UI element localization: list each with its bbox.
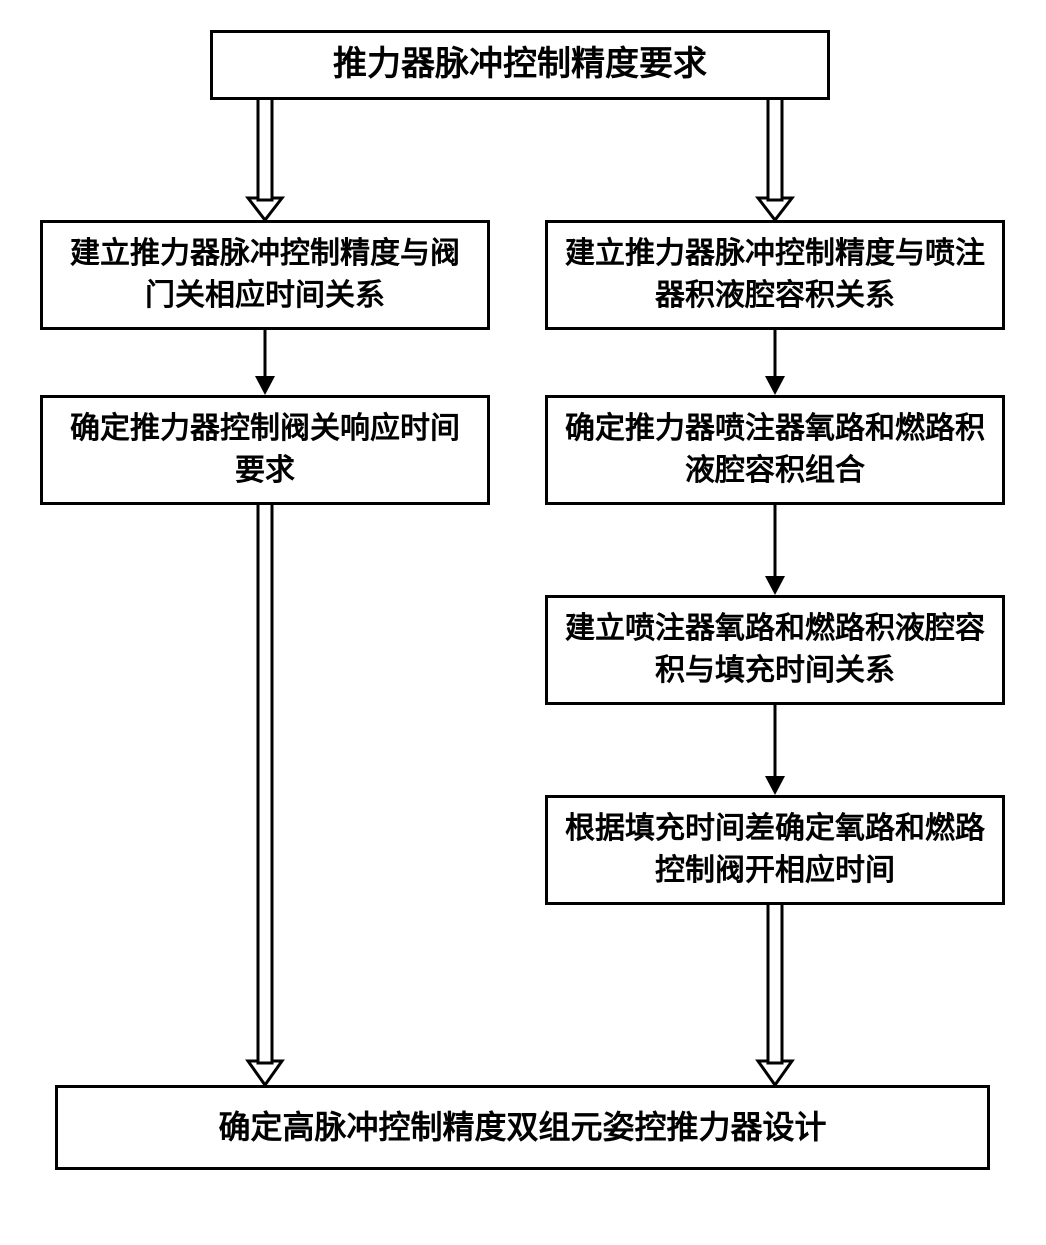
node-top-text: 推力器脉冲控制精度要求 bbox=[333, 41, 707, 89]
node-right4-text: 根据填充时间差确定氧路和燃路控制阀开相应时间 bbox=[564, 808, 986, 892]
arrow-top-right1 bbox=[758, 100, 792, 220]
node-left1: 建立推力器脉冲控制精度与阀门关相应时间关系 bbox=[40, 220, 490, 330]
node-right4: 根据填充时间差确定氧路和燃路控制阀开相应时间 bbox=[545, 795, 1005, 905]
node-left2-text: 确定推力器控制阀关响应时间要求 bbox=[59, 408, 471, 492]
node-right1-text: 建立推力器脉冲控制精度与喷注器积液腔容积关系 bbox=[564, 233, 986, 317]
arrow-right4-bottom bbox=[758, 905, 792, 1085]
arrow-top-left1 bbox=[248, 100, 282, 220]
node-right3-text: 建立喷注器氧路和燃路积液腔容积与填充时间关系 bbox=[564, 608, 986, 692]
arrow-right2-right3 bbox=[765, 505, 785, 595]
arrow-right3-right4 bbox=[765, 705, 785, 795]
node-left2: 确定推力器控制阀关响应时间要求 bbox=[40, 395, 490, 505]
node-right2: 确定推力器喷注器氧路和燃路积液腔容积组合 bbox=[545, 395, 1005, 505]
node-right3: 建立喷注器氧路和燃路积液腔容积与填充时间关系 bbox=[545, 595, 1005, 705]
node-right1: 建立推力器脉冲控制精度与喷注器积液腔容积关系 bbox=[545, 220, 1005, 330]
node-top: 推力器脉冲控制精度要求 bbox=[210, 30, 830, 100]
node-bottom-text: 确定高脉冲控制精度双组元姿控推力器设计 bbox=[218, 1105, 826, 1150]
arrow-left2-bottom bbox=[248, 505, 282, 1085]
node-bottom: 确定高脉冲控制精度双组元姿控推力器设计 bbox=[55, 1085, 990, 1170]
node-right2-text: 确定推力器喷注器氧路和燃路积液腔容积组合 bbox=[564, 408, 986, 492]
node-left1-text: 建立推力器脉冲控制精度与阀门关相应时间关系 bbox=[59, 233, 471, 317]
arrow-left1-left2 bbox=[255, 330, 275, 395]
arrow-right1-right2 bbox=[765, 330, 785, 395]
